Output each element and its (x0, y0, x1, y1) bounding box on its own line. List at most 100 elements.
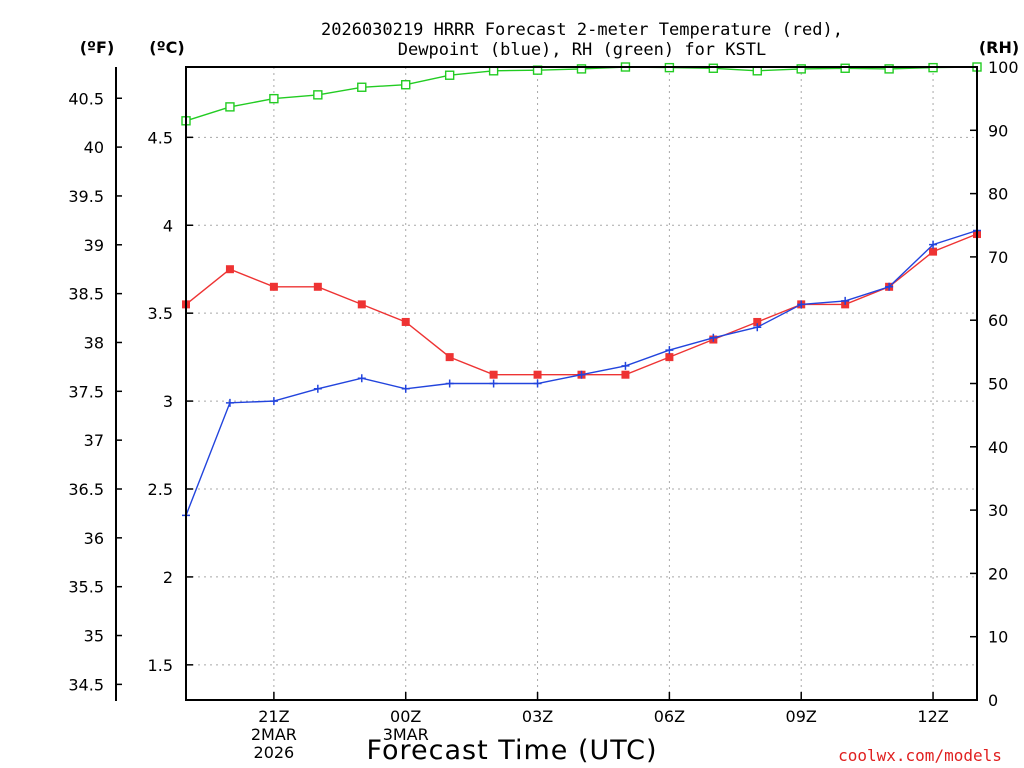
celsius-tick-label: 4.5 (148, 128, 173, 147)
celsius-unit-label: (ºC) (149, 38, 184, 57)
fahrenheit-tick-label: 37 (84, 431, 104, 450)
rh-tick-label: 60 (988, 311, 1008, 330)
celsius-tick-label: 2.5 (148, 480, 173, 499)
time-tick-label: 00Z (390, 707, 421, 726)
dewpoint-point (225, 398, 234, 407)
dewpoint-point (885, 282, 894, 291)
temperature-point (357, 300, 366, 309)
time-tick-label: 03Z (522, 707, 553, 726)
fahrenheit-tick-label: 37.5 (68, 382, 104, 401)
temperature-point (929, 247, 938, 256)
plot-frame (185, 66, 978, 701)
rh-point (401, 80, 411, 90)
time-tick-label: 12Z (917, 707, 948, 726)
temperature-point (269, 282, 278, 291)
temperature-point (445, 353, 454, 362)
dewpoint-point (445, 379, 454, 388)
dewpoint-point (489, 379, 498, 388)
celsius-axis-ticks: 1.5 2 2.5 3 3.5 4 4.5 (148, 128, 193, 675)
credit-text: coolwx.com/models (838, 746, 1002, 765)
celsius-tick-label: 1.5 (148, 656, 173, 675)
time-tick-label: 09Z (786, 707, 817, 726)
x-axis-label: Forecast Time (UTC) (366, 735, 657, 766)
rh-point (840, 63, 850, 73)
dewpoint-point (269, 397, 278, 406)
fahrenheit-tick-label: 35.5 (68, 578, 104, 597)
time-tick-date-label: 2MAR (251, 725, 297, 744)
rh-tick-label: 10 (988, 628, 1008, 647)
dewpoint-series (182, 226, 981, 520)
rh-tick-label: 50 (988, 375, 1008, 394)
grid-layer (186, 67, 977, 700)
dewpoint-point (621, 361, 630, 370)
temperature-point (621, 370, 630, 379)
fahrenheit-tick-label: 38.5 (68, 285, 104, 304)
temperature-point (225, 265, 234, 274)
rh-axis-ticks: 0 10 20 30 40 50 60 70 80 90 100 (970, 58, 1019, 710)
rh-tick-label: 40 (988, 438, 1008, 457)
temperature-point (401, 317, 410, 326)
dewpoint-point (797, 300, 806, 309)
time-tick-label: 21Z (258, 707, 289, 726)
chart-title-line-2: Dewpoint (blue), RH (green) for KSTL (398, 40, 766, 60)
rh-tick-label: 0 (988, 691, 998, 710)
fahrenheit-axis-ticks: 34.5 35 35.5 36 36.5 37 37.5 38 38.5 39 39.5 40 40.5 (68, 89, 122, 694)
rh-point (576, 64, 587, 74)
rh-point (708, 63, 719, 73)
temperature-line (185, 233, 978, 376)
celsius-tick-label: 3.5 (148, 304, 173, 323)
dewpoint-point (929, 240, 938, 249)
dewpoint-point (401, 384, 410, 393)
fahrenheit-tick-label: 36 (84, 529, 104, 548)
fahrenheit-tick-label: 35 (84, 627, 104, 646)
rh-series (181, 62, 982, 126)
fahrenheit-tick-label: 39.5 (68, 187, 104, 206)
fahrenheit-tick-label: 40.5 (68, 89, 104, 108)
rh-tick-label: 70 (988, 248, 1008, 267)
celsius-tick-label: 4 (163, 216, 173, 235)
rh-unit-label: (RH) (979, 38, 1019, 57)
rh-tick-label: 20 (988, 564, 1008, 583)
rh-point (313, 90, 323, 100)
rh-point (269, 93, 279, 104)
rh-point (225, 102, 235, 112)
rh-point (884, 64, 894, 74)
fahrenheit-tick-label: 40 (84, 138, 104, 157)
fahrenheit-unit-label: (ºF) (80, 38, 115, 57)
time-tick-date-label: 3MAR (383, 725, 429, 744)
dewpoint-point (753, 323, 762, 332)
temperature-point (489, 370, 498, 379)
rh-tick-label: 100 (988, 58, 1019, 77)
chart-title-line-1: 2026030219 HRRR Forecast 2-meter Tempera… (321, 20, 843, 40)
temperature-point (665, 353, 674, 362)
fahrenheit-tick-label: 38 (84, 333, 104, 352)
time-tick-date-label: 2026 (254, 743, 295, 762)
dewpoint-point (665, 346, 674, 355)
fahrenheit-tick-label: 34.5 (68, 675, 104, 694)
dewpoint-point (533, 379, 542, 388)
celsius-tick-label: 3 (163, 392, 173, 411)
rh-tick-label: 80 (988, 185, 1008, 204)
dewpoint-point (577, 370, 586, 379)
rh-tick-label: 90 (988, 121, 1008, 140)
fahrenheit-tick-label: 39 (84, 236, 104, 255)
temperature-series (182, 230, 981, 379)
rh-point (357, 82, 367, 92)
dewpoint-point (313, 384, 322, 393)
time-tick-label: 06Z (654, 707, 685, 726)
rh-point (796, 64, 806, 74)
temperature-point (533, 370, 542, 379)
rh-point (444, 70, 455, 80)
fahrenheit-tick-label: 36.5 (68, 480, 104, 499)
temperature-point (313, 282, 322, 291)
dewpoint-point (709, 333, 718, 342)
temperature-point (753, 317, 762, 326)
dewpoint-point (357, 374, 366, 383)
series-layer (181, 62, 982, 520)
rh-line (185, 66, 978, 122)
celsius-tick-label: 2 (163, 568, 173, 587)
dewpoint-point (841, 296, 850, 305)
rh-tick-label: 30 (988, 501, 1008, 520)
